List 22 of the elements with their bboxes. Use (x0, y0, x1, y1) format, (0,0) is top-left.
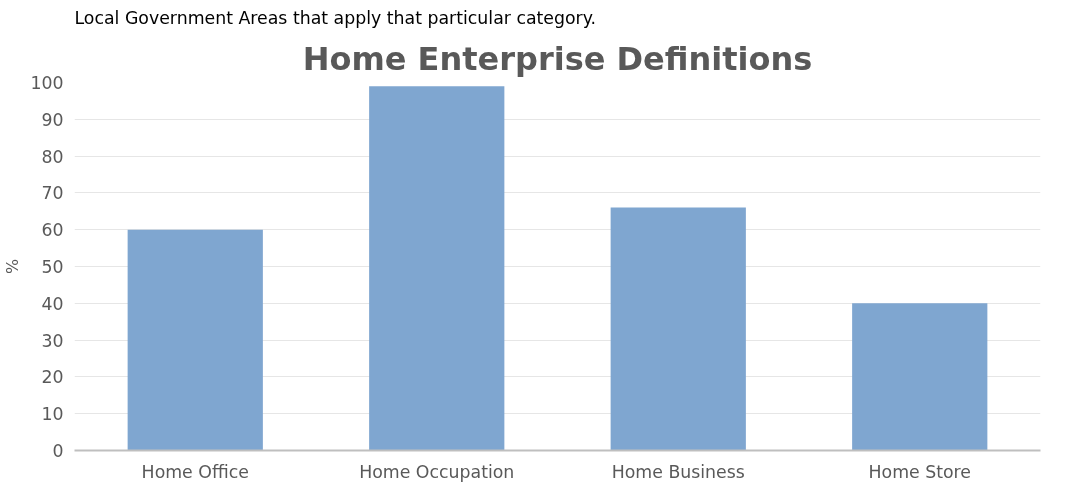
y-tick-label: 80 (41, 146, 64, 167)
bar (127, 229, 263, 451)
bar (610, 207, 746, 451)
y-tick-label: 90 (41, 109, 64, 130)
x-tick-label: Home Occupation (359, 461, 515, 482)
y-tick-label: 20 (41, 367, 64, 388)
x-tick-label: Home Office (141, 461, 249, 482)
y-tick-label: 50 (41, 257, 64, 277)
chart-title: Home Enterprise Definitions (302, 39, 813, 78)
y-axis-title: % (3, 258, 23, 275)
text: Local Government Areas that apply that particular category. (74, 7, 597, 28)
y-tick-label: 0 (52, 441, 64, 461)
y-tick-label: 30 (41, 330, 64, 351)
y-tick-label: 100 (30, 73, 64, 93)
y-tick-label: 40 (41, 293, 64, 314)
y-tick-label: 60 (41, 220, 64, 241)
x-tick-label: Home Business (611, 461, 745, 482)
y-tick-label: 10 (41, 404, 64, 425)
x-tick-label: Home Store (868, 461, 971, 482)
bar (369, 86, 505, 451)
y-tick-label: 70 (41, 183, 64, 204)
bar (852, 303, 988, 451)
